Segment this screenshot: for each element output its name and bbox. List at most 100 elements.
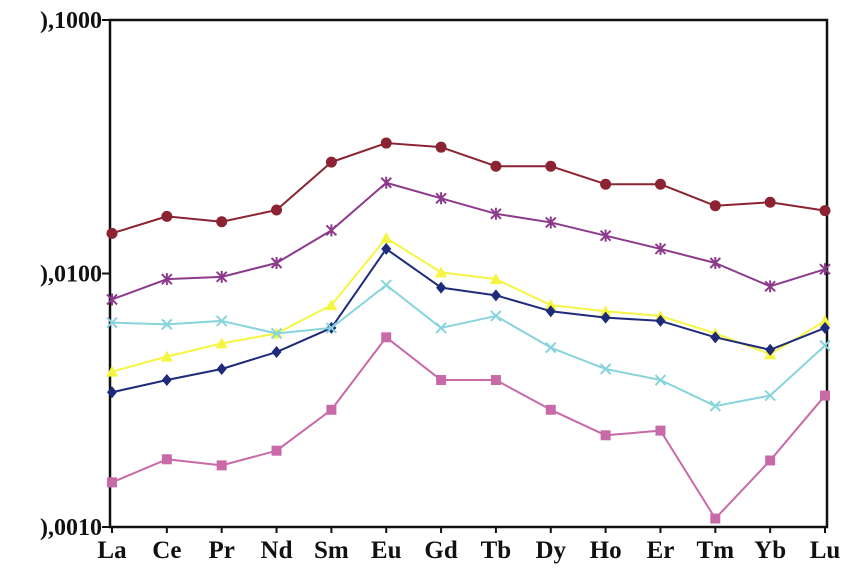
data-point: [380, 176, 392, 189]
data-point: [435, 192, 447, 205]
data-point: [106, 365, 118, 377]
data-point: [325, 299, 338, 311]
data-point: [709, 400, 722, 412]
y-axis: ),1000 ),0100 ),0010: [40, 8, 110, 541]
data-point: [545, 160, 557, 172]
data-point: [325, 224, 338, 237]
data-point: [380, 279, 392, 291]
data-point: [216, 216, 228, 228]
data-point: [326, 404, 337, 415]
data-point: [819, 263, 831, 276]
series: [106, 137, 831, 239]
data-point: [490, 310, 502, 322]
data-point: [655, 425, 666, 436]
series-line: [111, 181, 826, 301]
data-point: [599, 229, 612, 242]
data-point: [161, 318, 173, 331]
data-point: [270, 327, 283, 340]
x-tick-label: Eu: [371, 537, 402, 564]
data-point: [764, 280, 776, 293]
data-point: [545, 216, 557, 229]
x-tick-label: Tb: [481, 537, 512, 564]
x-tick-label: Er: [647, 537, 675, 564]
x-tick-label: Ho: [590, 537, 622, 564]
data-point: [709, 257, 722, 270]
data-point: [215, 270, 228, 283]
x-tick-label: Lu: [810, 537, 841, 564]
x-tick-label: Pr: [209, 537, 235, 564]
x-tick-label: Ce: [152, 537, 181, 564]
data-point: [765, 455, 776, 466]
series: [107, 242, 830, 399]
data-point: [106, 316, 118, 329]
series: [106, 279, 831, 412]
data-point: [380, 232, 393, 244]
data-point: [764, 389, 776, 402]
data-point: [106, 293, 118, 306]
data-point: [107, 477, 117, 488]
data-point: [545, 404, 556, 415]
data-point: [380, 137, 392, 149]
series-line: [111, 336, 826, 520]
data-point: [161, 273, 173, 286]
plot-area: [108, 18, 829, 529]
y-tick-label: ),0100: [40, 262, 102, 288]
data-point: [599, 363, 612, 375]
data-point: [435, 141, 447, 153]
x-tick-label: Tm: [697, 537, 735, 564]
data-point: [160, 350, 173, 362]
data-point: [325, 322, 338, 334]
data-point: [600, 178, 612, 190]
series: [106, 176, 831, 306]
x-tick-label: Dy: [535, 537, 566, 564]
data-point: [490, 207, 502, 220]
data-point: [271, 346, 282, 359]
data-point: [765, 343, 776, 356]
y-tick-label: ),0010: [40, 515, 102, 541]
data-point: [820, 390, 830, 401]
data-point: [709, 200, 721, 212]
data-point: [215, 337, 228, 349]
x-tick-label: Sm: [314, 537, 349, 564]
x-tick-label: La: [97, 537, 127, 564]
data-point: [107, 386, 117, 399]
data-point: [599, 305, 612, 317]
data-point: [489, 273, 502, 285]
series-line: [111, 284, 826, 408]
data-point: [216, 460, 227, 471]
data-point: [545, 341, 557, 354]
series: [107, 332, 830, 524]
data-point: [435, 266, 448, 278]
data-point: [490, 160, 502, 172]
data-point: [436, 375, 447, 386]
series-line: [111, 237, 826, 373]
data-point: [435, 322, 447, 334]
data-point: [106, 227, 118, 239]
data-point: [654, 374, 667, 386]
data-point: [710, 331, 721, 344]
series-line: [111, 247, 826, 394]
data-point: [819, 205, 831, 217]
x-tick-label: Nd: [261, 537, 293, 564]
series: [106, 232, 831, 377]
data-point: [325, 156, 337, 168]
data-point: [271, 204, 283, 216]
data-point: [271, 445, 282, 456]
data-point: [764, 196, 776, 208]
series-line: [111, 142, 826, 235]
data-point: [161, 374, 172, 387]
data-point: [544, 299, 557, 311]
data-point: [655, 314, 666, 327]
data-point: [545, 305, 556, 318]
data-point: [161, 454, 172, 465]
x-axis: La Ce Pr Nd Sm Eu Gd Tb Dy Ho Er Tm Yb Lu: [97, 527, 840, 564]
data-point: [381, 332, 392, 343]
data-point: [654, 178, 666, 190]
y-tick-label: ),1000: [40, 8, 102, 34]
data-point: [710, 513, 721, 524]
data-point: [381, 242, 392, 255]
data-point: [490, 375, 501, 386]
data-point: [819, 314, 831, 326]
data-point: [436, 281, 447, 294]
